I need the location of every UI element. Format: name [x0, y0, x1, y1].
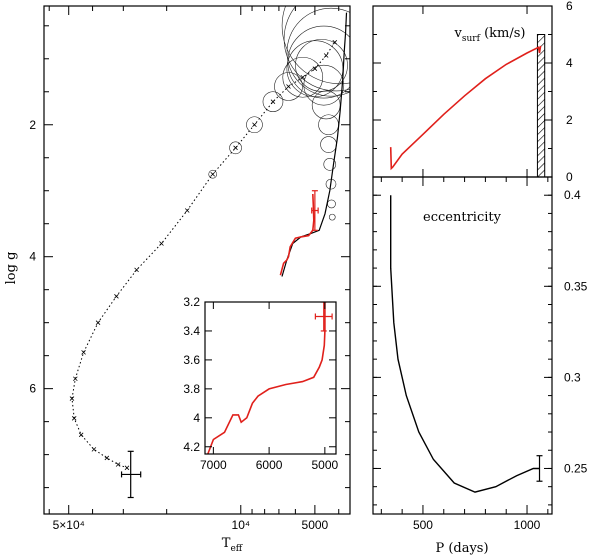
vsurf-title: vsurf (km/s) — [454, 26, 526, 44]
kiel-x-tick-label-0: 5×10⁴ — [53, 518, 85, 532]
kiel-track-point-20 — [104, 455, 110, 461]
ecc-frame — [372, 176, 553, 515]
kiel-track-point-6 — [252, 122, 257, 128]
vsurf-y-tick-label-1: 2 — [566, 113, 573, 127]
inset-x-tick-label-2: 5000 — [311, 458, 338, 472]
kiel-track-point-22 — [124, 465, 130, 471]
ecc-y-tick-label-3: 0.4 — [564, 188, 581, 202]
kiel-circle-1 — [246, 116, 263, 134]
kiel-track-point-19 — [91, 447, 97, 452]
kiel-frame — [43, 5, 351, 515]
inset-ticks: 7000 6000 5000 3.2 3.4 3.6 3.8 4 4.2 — [183, 295, 338, 472]
kiel-circle-3 — [274, 72, 303, 101]
kiel-track-point-18 — [78, 432, 84, 438]
ecc-series — [390, 195, 540, 493]
kiel-circle-17 — [327, 199, 336, 209]
inset-plot-area — [207, 302, 333, 454]
inset-frame — [204, 301, 337, 455]
vsurf-y-tick-label-2: 4 — [566, 56, 573, 70]
ecc-title: eccentricity — [423, 210, 502, 225]
inset-x-tick-label-0: 7000 — [200, 458, 227, 472]
kiel-track-point-4 — [286, 84, 291, 89]
ecc-x-tick-label-1: 1000 — [514, 518, 541, 532]
kiel-circle-19 — [208, 169, 218, 179]
inset-y-tick-label-1: 3.4 — [183, 324, 200, 338]
inset-x-tick-label-1: 6000 — [256, 458, 283, 472]
ecc-y-tick-label-0: 0.25 — [564, 461, 588, 475]
kiel-track-point-5 — [270, 99, 276, 104]
kiel-track-point-1 — [323, 53, 329, 58]
ecc-y-tick-label-1: 0.3 — [564, 370, 581, 384]
inset-y-tick-label-2: 3.6 — [183, 353, 200, 367]
kiel-circle-4 — [282, 56, 324, 98]
vsurf-panel: 0 2 4 6 vsurf (km/s) — [372, 0, 573, 184]
kiel-panel: 5×10⁴ 10⁴ 5000 2 4 6 Teff log g — [4, 5, 351, 554]
kiel-circle-10 — [318, 114, 339, 136]
kiel-y-tick-label-2: 6 — [29, 382, 36, 396]
vsurf-y-tick-label-3: 6 — [566, 0, 573, 13]
kiel-track-point-21 — [115, 462, 121, 467]
kiel-circle-2 — [262, 91, 284, 112]
kiel-y-tick-label-0: 2 — [29, 118, 36, 132]
kiel-x-tick-label-2: 5000 — [302, 518, 329, 532]
ecc-panel: 0.25 0.3 0.35 0.4 500 1000 eccentricity P (da… — [372, 176, 588, 556]
kiel-track-point-15 — [73, 376, 78, 382]
kiel-track-point-9 — [184, 208, 190, 213]
kiel-red-track — [279, 193, 315, 276]
inset-panel: 7000 6000 5000 3.2 3.4 3.6 3.8 4 4.2 — [183, 295, 338, 472]
kiel-track-point-3 — [300, 74, 306, 80]
vsurf-hatched-band — [536, 34, 546, 177]
kiel-track-point-16 — [69, 396, 75, 401]
inset-red-track — [207, 302, 326, 454]
kiel-x-axis-label: Teff — [222, 536, 243, 554]
ecc-x-tick-label-0: 500 — [413, 518, 433, 532]
kiel-track-point-12 — [114, 294, 119, 299]
kiel-circle-12 — [303, 64, 345, 106]
kiel-track-point-7 — [233, 145, 238, 151]
vsurf-plot-area — [389, 34, 546, 177]
kiel-y-tick-label-1: 4 — [29, 250, 36, 264]
kiel-track-point-2 — [312, 66, 318, 71]
kiel-track-point-10 — [159, 241, 164, 246]
kiel-circle-9 — [281, 6, 350, 85]
kiel-track-point-14 — [81, 350, 86, 355]
kiel-circle-0 — [229, 141, 242, 155]
kiel-y-axis-label: log g — [4, 252, 19, 285]
kiel-circle-8 — [283, 6, 350, 92]
ecc-y-tick-label-2: 0.35 — [564, 279, 588, 293]
kiel-circle-14 — [320, 136, 337, 153]
kiel-black-track — [281, 12, 348, 277]
kiel-track-point-0 — [332, 40, 338, 45]
ecc-ticks: 0.25 0.3 0.35 0.4 500 1000 — [373, 177, 588, 532]
kiel-plot-area — [69, 6, 350, 499]
inset-y-tick-label-0: 3.2 — [183, 295, 200, 309]
kiel-track-point-13 — [95, 320, 101, 325]
kiel-ticks: 5×10⁴ 10⁴ 5000 2 4 6 — [29, 6, 350, 532]
inset-y-tick-label-4: 4 — [193, 411, 200, 425]
kiel-circle-7 — [286, 7, 350, 97]
vsurf-red-series — [389, 45, 542, 171]
inset-y-tick-label-5: 4.2 — [183, 440, 200, 454]
kiel-circle-13 — [295, 39, 348, 92]
kiel-x-tick-label-1: 10⁴ — [232, 518, 251, 532]
kiel-circle-15 — [323, 158, 337, 171]
kiel-circle-6 — [287, 25, 350, 99]
inset-y-tick-label-3: 3.8 — [183, 382, 200, 396]
kiel-track-point-8 — [210, 171, 216, 177]
kiel-circle-18 — [328, 213, 336, 221]
vsurf-y-tick-label-0: 0 — [566, 170, 573, 184]
kiel-track-point-11 — [134, 267, 139, 273]
ecc-x-axis-label: P (days) — [435, 541, 488, 556]
kiel-track-point-17 — [71, 416, 77, 421]
ecc-plot-area — [390, 195, 543, 493]
